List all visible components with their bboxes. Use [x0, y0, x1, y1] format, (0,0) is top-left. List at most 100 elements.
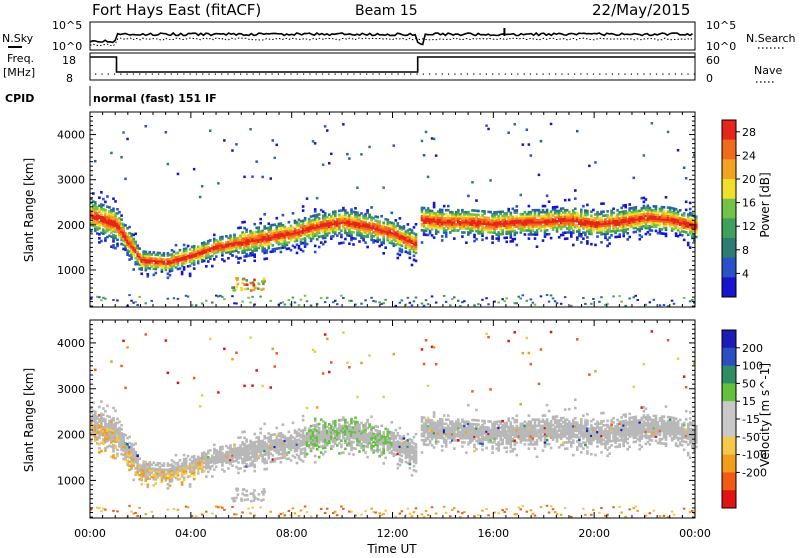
- velocity-cell: [340, 444, 343, 447]
- power-cell: [181, 271, 184, 274]
- power-cell: [395, 219, 398, 222]
- power-cell: [689, 246, 692, 249]
- power-cell: [491, 241, 494, 244]
- nsearch-dots: [90, 38, 693, 46]
- power-cell: [94, 201, 97, 204]
- power-cell: [344, 238, 347, 241]
- power-cell: [294, 302, 297, 304]
- velocity-cell: [342, 508, 345, 510]
- power-cell: [155, 272, 158, 275]
- power-cell: [310, 304, 313, 306]
- power-cell: [189, 265, 192, 268]
- power-cell: [334, 300, 337, 302]
- nsearch-tick-top: 10^5: [706, 19, 736, 32]
- power-cell: [566, 237, 569, 240]
- power-cell: [231, 295, 234, 297]
- power-cell: [556, 302, 559, 304]
- power-cell: [245, 279, 248, 282]
- velocity-cell: [136, 515, 139, 517]
- power-cell: [261, 176, 264, 179]
- power-cell: [245, 228, 248, 231]
- nave-dot: [574, 74, 575, 75]
- power-cell: [608, 242, 611, 245]
- velocity-cell: [209, 449, 212, 452]
- power-cell: [546, 195, 549, 198]
- power-cell: [393, 144, 396, 147]
- power-cell: [411, 304, 414, 306]
- velocity-cell: [187, 455, 190, 458]
- power-cell: [671, 300, 674, 302]
- y-tick-label: 3000: [57, 174, 85, 187]
- power-cell: [235, 143, 238, 146]
- power-cell: [602, 202, 605, 205]
- power-cell: [378, 220, 381, 223]
- velocity-cell: [282, 423, 285, 426]
- power-cell: [102, 204, 105, 207]
- nave-dot: [177, 74, 178, 75]
- power-cell: [240, 287, 243, 290]
- power-cell: [683, 167, 686, 170]
- velocity-cell: [324, 512, 327, 514]
- velocity-cell: [112, 407, 115, 410]
- power-cell: [251, 296, 254, 298]
- power-cell: [124, 224, 127, 227]
- power-cell: [179, 249, 182, 252]
- power-colorbar-tick-label: 28: [742, 126, 756, 139]
- nave-dot: [120, 74, 121, 75]
- power-cell: [322, 243, 325, 246]
- power-colorbar-swatch: [722, 258, 736, 278]
- power-cell: [314, 142, 317, 145]
- power-cell: [304, 295, 307, 297]
- nave-dot: [290, 74, 291, 75]
- power-colorbar-swatch: [722, 140, 736, 160]
- velocity-cell: [276, 352, 279, 355]
- cpid-value: normal (fast) 151 IF: [93, 92, 217, 105]
- nave-dot: [681, 74, 682, 75]
- velocity-cell: [106, 405, 109, 408]
- velocity-cell: [235, 513, 238, 515]
- velocity-cell: [243, 470, 246, 473]
- nave-dot: [561, 74, 562, 75]
- velocity-cell: [314, 455, 317, 458]
- velocity-cell: [215, 466, 218, 469]
- velocity-cell: [167, 509, 170, 511]
- velocity-cell: [294, 512, 297, 514]
- power-cell: [401, 245, 404, 248]
- power-cell: [685, 177, 688, 180]
- nave-dot: [429, 74, 430, 75]
- power-cell: [528, 237, 531, 240]
- power-cell: [447, 205, 450, 208]
- power-colorbar-swatch: [722, 238, 736, 258]
- power-cell: [221, 236, 224, 239]
- nave-dot: [322, 74, 323, 75]
- power-cell: [606, 245, 609, 248]
- power-cell: [501, 298, 504, 300]
- power-cell: [98, 296, 101, 298]
- power-cell: [227, 257, 230, 260]
- power-cell: [215, 255, 218, 258]
- power-cell: [544, 205, 547, 208]
- power-cell: [528, 205, 531, 208]
- nave-dot: [669, 74, 670, 75]
- power-cell: [471, 181, 474, 184]
- power-cell: [538, 174, 541, 177]
- nave-dot: [145, 74, 146, 75]
- power-cell: [330, 153, 333, 156]
- power-cell: [628, 298, 631, 300]
- power-cell: [586, 210, 589, 213]
- velocity-cell: [203, 470, 206, 473]
- velocity-cell: [318, 456, 321, 459]
- power-cell: [348, 157, 351, 160]
- nave-dot: [517, 74, 518, 75]
- power-cell: [292, 297, 295, 299]
- power-cell: [205, 265, 208, 268]
- nsky-label: N.Sky: [2, 32, 34, 45]
- power-cell: [423, 305, 426, 307]
- power-cell: [487, 128, 490, 131]
- power-cell: [266, 249, 269, 252]
- power-cell: [594, 161, 597, 164]
- power-cell: [324, 212, 327, 215]
- power-cell: [633, 177, 636, 180]
